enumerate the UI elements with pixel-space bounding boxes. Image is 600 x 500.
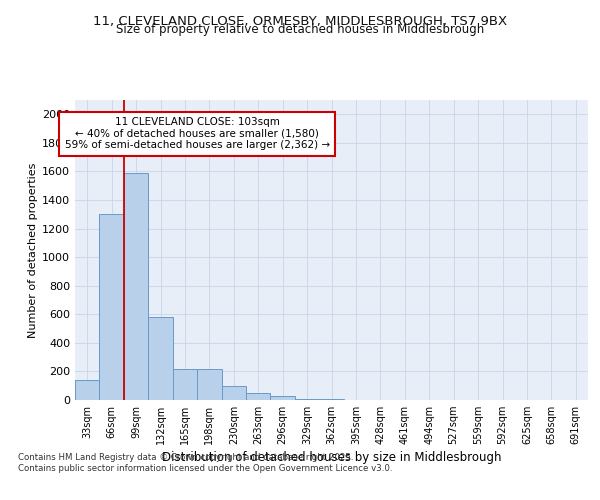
Bar xyxy=(173,368,197,400)
Text: Contains HM Land Registry data © Crown copyright and database right 2025.: Contains HM Land Registry data © Crown c… xyxy=(18,452,353,462)
Text: Size of property relative to detached houses in Middlesbrough: Size of property relative to detached ho… xyxy=(116,22,484,36)
Text: 11 CLEVELAND CLOSE: 103sqm
← 40% of detached houses are smaller (1,580)
59% of s: 11 CLEVELAND CLOSE: 103sqm ← 40% of deta… xyxy=(65,117,330,150)
Bar xyxy=(75,380,100,400)
Bar xyxy=(246,393,271,400)
Text: 11, CLEVELAND CLOSE, ORMESBY, MIDDLESBROUGH, TS7 9BX: 11, CLEVELAND CLOSE, ORMESBY, MIDDLESBRO… xyxy=(93,15,507,28)
Text: Contains public sector information licensed under the Open Government Licence v3: Contains public sector information licen… xyxy=(18,464,392,473)
Y-axis label: Number of detached properties: Number of detached properties xyxy=(28,162,38,338)
Bar xyxy=(197,368,221,400)
X-axis label: Distribution of detached houses by size in Middlesbrough: Distribution of detached houses by size … xyxy=(162,452,501,464)
Bar xyxy=(100,214,124,400)
Bar xyxy=(319,398,344,400)
Bar xyxy=(148,317,173,400)
Bar xyxy=(124,173,148,400)
Bar xyxy=(221,386,246,400)
Bar xyxy=(271,396,295,400)
